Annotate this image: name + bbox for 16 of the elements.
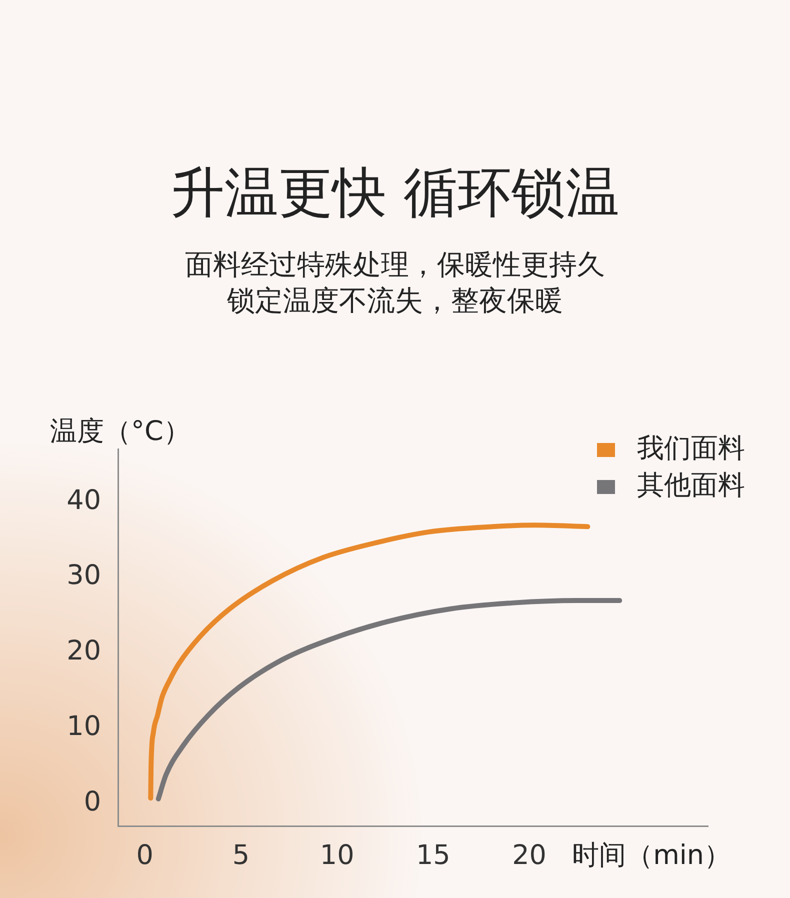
y-tick-label: 20 [66,636,101,667]
x-tick-label: 0 [136,840,154,872]
chart-title: 升温更快 循环锁温 [169,160,621,226]
y-tick-label: 10 [66,710,101,742]
x-tick-label: 5 [232,840,250,872]
y-tick-label: 30 [66,560,101,592]
legend-label: 我们面料 [637,433,745,464]
y-tick-label: 40 [66,484,101,516]
y-tick-label: 0 [84,786,101,818]
x-tick-label: 10 [320,840,354,872]
y-axis-title: 温度（°C） [50,416,190,448]
chart-subtitle: 面料经过特殊处理，保暖性更持久锁定温度不流失，整夜保暖 [184,247,606,319]
x-tick-label: 15 [416,840,450,872]
x-axis-title: 时间（min） [572,840,731,872]
x-tick-label: 20 [512,840,546,872]
legend-label: 其他面料 [637,470,745,502]
